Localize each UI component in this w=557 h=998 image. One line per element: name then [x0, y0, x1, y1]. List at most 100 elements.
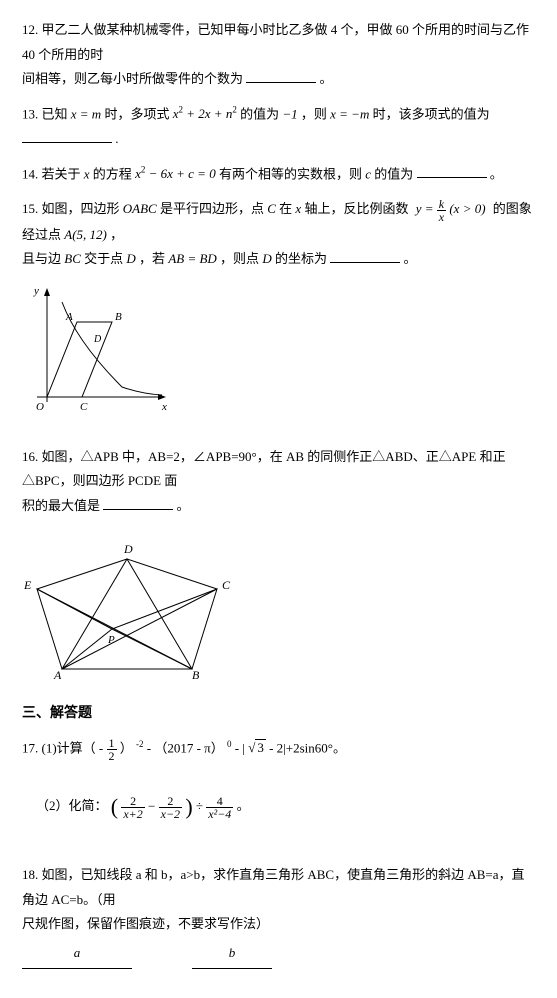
- problem-17: 17. (1)计算（ - 12 ） -2 - （2017 - π） 0 - | …: [22, 736, 535, 828]
- svg-text:O: O: [36, 401, 44, 413]
- svg-text:C: C: [80, 401, 88, 413]
- segment-line: [22, 968, 132, 970]
- text: (1)计算（ -: [42, 740, 107, 755]
- expr: x2 + 2x + n2: [173, 106, 237, 121]
- text: 的方程: [93, 166, 132, 181]
- func-expr: y = kx (x > 0): [416, 197, 486, 223]
- svg-text:x: x: [161, 401, 167, 413]
- num: 16.: [22, 449, 38, 464]
- tail: 。: [237, 798, 250, 813]
- tail: .: [115, 131, 118, 146]
- parallelogram-hyperbola-figure: y x O A B C D: [22, 282, 172, 422]
- part2-label: （2）化简：: [36, 798, 108, 813]
- text: 如图，已知线段 a 和 b，a>b，求作直角三角形 ABC，使直角三角形的斜边 …: [22, 867, 525, 907]
- fraction: 2x−2: [159, 795, 182, 820]
- text: 有两个相等的实数根，则: [219, 166, 362, 181]
- problem-13: 13. 已知 x = m 时，多项式 x2 + 2x + n2 的值为 −1 ，…: [22, 102, 535, 152]
- svg-text:P: P: [107, 634, 115, 646]
- figure-15: y x O A B C D: [22, 282, 535, 431]
- problem-18: 18. 如图，已知线段 a 和 b，a>b，求作直角三角形 ABC，使直角三角形…: [22, 863, 535, 970]
- var: BC: [64, 251, 81, 266]
- svg-text:B: B: [115, 311, 122, 323]
- text: - （2017 - π）: [147, 740, 227, 755]
- text: 已知: [42, 106, 68, 121]
- answer-blank[interactable]: [330, 249, 400, 263]
- exp: -2: [136, 739, 144, 749]
- text: 甲乙二人做某种机械零件，已知甲每小时比乙多做 4 个，甲做 60 个所用的时间与…: [22, 22, 529, 62]
- text: ，则点: [220, 251, 259, 266]
- answer-blank[interactable]: [417, 164, 487, 178]
- text: 如图，△APB 中，AB=2，∠APB=90°，在 AB 的同侧作正△ABD、正…: [22, 449, 506, 489]
- expr: AB = BD: [168, 251, 216, 266]
- text: ）: [120, 740, 136, 755]
- text: 时，该多项式的值为: [373, 106, 490, 121]
- answer-blank[interactable]: [103, 496, 173, 510]
- comma: ，: [110, 227, 123, 242]
- text: 如图，四边形: [42, 201, 120, 216]
- div: ÷: [196, 799, 203, 814]
- expr: x = m: [71, 106, 101, 121]
- text: 的值为: [240, 106, 279, 121]
- fraction: 4x²−4: [206, 795, 233, 820]
- text: - 2|+2sin60°。: [269, 740, 346, 755]
- tail: 。: [320, 71, 333, 86]
- lparen-icon: (: [111, 794, 118, 819]
- svg-text:A: A: [65, 311, 73, 323]
- var: c: [365, 166, 371, 181]
- problem-16: 16. 如图，△APB 中，AB=2，∠APB=90°，在 AB 的同侧作正△A…: [22, 445, 535, 519]
- answer-blank[interactable]: [246, 69, 316, 83]
- num: 17.: [22, 740, 38, 755]
- text: 在: [279, 201, 292, 216]
- text: 积的最大值是: [22, 498, 100, 513]
- answer-blank[interactable]: [22, 129, 112, 143]
- var: x: [84, 166, 90, 181]
- problem-15: 15. 如图，四边形 OABC 是平行四边形，点 C 在 x 轴上，反比例函数 …: [22, 197, 535, 272]
- svg-text:A: A: [53, 668, 62, 679]
- text: 是平行四边形，点: [160, 201, 264, 216]
- text: ，则: [301, 106, 327, 121]
- text: 且与边: [22, 251, 61, 266]
- num: 12.: [22, 22, 38, 37]
- text: 若关于: [42, 166, 81, 181]
- segment-a: a: [22, 941, 132, 970]
- expr: x = −m: [330, 106, 369, 121]
- text: 尺规作图，保留作图痕迹，不要求写作法）: [22, 916, 269, 931]
- point: A(5, 12): [64, 227, 107, 242]
- sqrt: 3: [248, 736, 266, 761]
- tail: 。: [403, 251, 416, 266]
- problem-12: 12. 甲乙二人做某种机械零件，已知甲每小时比乙多做 4 个，甲做 60 个所用…: [22, 18, 535, 92]
- num: 13.: [22, 106, 38, 121]
- svg-text:y: y: [33, 285, 39, 297]
- triangles-figure: A B C D E P: [22, 529, 242, 679]
- text: - |: [235, 740, 248, 755]
- rparen-icon: ): [185, 794, 192, 819]
- segment-line: [192, 968, 272, 970]
- segments: a b: [22, 941, 535, 970]
- var: x: [295, 201, 301, 216]
- svg-text:D: D: [93, 334, 102, 345]
- tail: 。: [490, 166, 503, 181]
- expr: x2 − 6x + c = 0: [135, 166, 216, 181]
- svg-text:B: B: [192, 668, 200, 679]
- text: 的值为: [374, 166, 413, 181]
- num: 18.: [22, 867, 38, 882]
- text: 交于点: [84, 251, 123, 266]
- var: D: [126, 251, 135, 266]
- svg-text:D: D: [123, 542, 133, 556]
- problem-14: 14. 若关于 x 的方程 x2 − 6x + c = 0 有两个相等的实数根，…: [22, 162, 535, 187]
- text: 轴上，反比例函数: [304, 201, 408, 216]
- exp: 0: [227, 739, 232, 749]
- val: −1: [282, 106, 297, 121]
- var: C: [267, 201, 276, 216]
- section-heading: 三、解答题: [22, 701, 535, 728]
- text: ，若: [139, 251, 165, 266]
- text: 的坐标为: [275, 251, 327, 266]
- segment-b: b: [192, 941, 272, 970]
- tail: 。: [177, 498, 190, 513]
- fraction: 12: [107, 737, 117, 762]
- svg-text:E: E: [23, 578, 32, 592]
- var: OABC: [123, 201, 157, 216]
- num: 15.: [22, 201, 38, 216]
- fraction: 2x+2: [121, 795, 144, 820]
- var: D: [262, 251, 271, 266]
